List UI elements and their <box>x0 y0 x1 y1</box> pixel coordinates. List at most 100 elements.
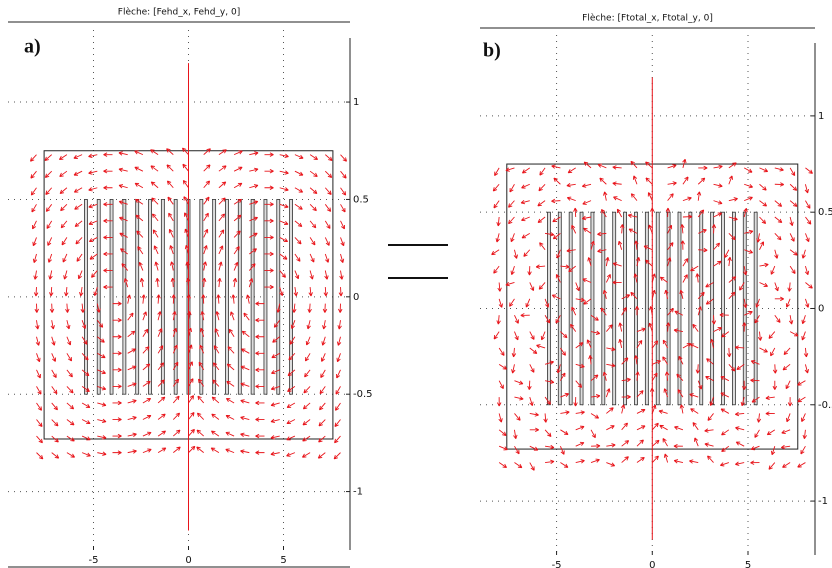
arrow <box>707 413 714 421</box>
arrow <box>544 396 551 405</box>
arrow <box>606 443 616 448</box>
arrow <box>774 182 785 187</box>
arrow <box>575 380 583 388</box>
arrow <box>628 228 638 234</box>
arrow <box>805 216 812 225</box>
arrow <box>682 214 693 219</box>
arrow <box>498 413 503 423</box>
plate <box>547 211 551 406</box>
arrow <box>123 278 129 288</box>
arrow <box>172 361 179 371</box>
arrow <box>635 257 641 267</box>
arrow <box>112 317 122 323</box>
arrow <box>613 196 622 202</box>
x-tick-label: -5 <box>89 555 99 566</box>
arrow <box>150 181 159 189</box>
arrow <box>667 181 677 186</box>
arrow <box>31 204 37 213</box>
arrow <box>709 396 714 406</box>
arrow <box>279 237 289 243</box>
arrow <box>555 274 561 283</box>
arrow <box>32 220 37 230</box>
arrow <box>734 411 745 417</box>
arrow <box>552 233 561 240</box>
arrow <box>188 412 195 420</box>
arrow <box>112 417 122 422</box>
arrow <box>81 435 91 441</box>
arrow <box>774 167 784 172</box>
arrow <box>135 198 144 205</box>
arrow <box>543 413 548 423</box>
arrow <box>286 419 296 425</box>
arrow <box>88 187 98 192</box>
arrow <box>34 303 39 313</box>
arrow <box>88 170 98 175</box>
arrow <box>728 216 738 221</box>
arrow <box>744 196 753 202</box>
arrow <box>58 154 68 161</box>
arrow <box>735 426 745 431</box>
arrow <box>188 395 195 404</box>
arrow <box>51 419 59 427</box>
arrow <box>493 265 500 274</box>
arrow <box>97 385 107 391</box>
arrow <box>321 336 326 346</box>
arrow <box>60 220 68 229</box>
plate <box>688 211 693 406</box>
arrow <box>493 331 500 340</box>
arrow <box>339 253 345 263</box>
arrow <box>294 170 304 176</box>
arrow <box>743 207 748 218</box>
arrow <box>294 253 301 262</box>
arrow <box>697 380 703 390</box>
arrow <box>662 339 668 349</box>
arrow <box>230 311 235 321</box>
arrow <box>51 353 57 362</box>
arrow <box>498 462 507 469</box>
plate <box>84 199 88 395</box>
arrow <box>240 432 250 437</box>
arrow <box>304 369 311 378</box>
arrow <box>645 177 653 185</box>
arrow <box>338 287 344 297</box>
arrow <box>621 357 629 365</box>
arrow <box>529 427 539 433</box>
arrow <box>750 378 760 383</box>
arrow <box>663 388 669 398</box>
y-tick-label: -0.5 <box>818 400 832 411</box>
arrow <box>602 289 608 299</box>
plate <box>212 199 217 395</box>
arrow <box>651 455 659 463</box>
arrow <box>759 282 768 287</box>
arrow <box>523 249 531 257</box>
arrow <box>682 158 687 169</box>
arrow <box>789 265 796 274</box>
arrow <box>218 149 227 156</box>
arrow <box>121 263 129 271</box>
arrow <box>728 162 737 169</box>
arrow <box>264 218 274 224</box>
arrow <box>651 439 660 447</box>
arrow <box>583 227 592 234</box>
arrow <box>309 253 315 263</box>
arrow <box>571 224 577 234</box>
arrow <box>198 361 205 371</box>
arrow <box>81 402 91 408</box>
arrow <box>573 207 578 218</box>
arrow <box>249 167 259 172</box>
arrow <box>91 270 98 278</box>
arrow <box>317 452 326 459</box>
arrow <box>632 175 638 185</box>
arrow <box>167 196 174 205</box>
arrow <box>682 196 692 202</box>
arrow <box>118 184 128 189</box>
arrow <box>740 396 745 407</box>
plate <box>173 199 178 395</box>
plate <box>148 199 152 395</box>
arrow <box>340 187 347 196</box>
arrow <box>288 352 296 361</box>
arrow <box>651 340 659 349</box>
arrow <box>141 294 146 304</box>
arrow <box>498 445 508 451</box>
arrow <box>560 347 566 356</box>
